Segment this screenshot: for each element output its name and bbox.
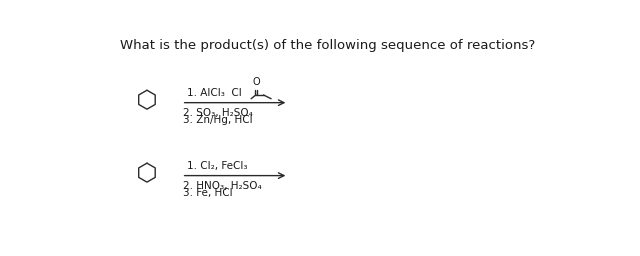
Text: 3. Zn/Hg, HCl: 3. Zn/Hg, HCl [183, 115, 253, 125]
Text: 3. Fe, HCl: 3. Fe, HCl [183, 188, 233, 198]
Text: 2. SO₃, H₂SO₄: 2. SO₃, H₂SO₄ [183, 108, 253, 118]
Text: 2. HNO₃, H₂SO₄: 2. HNO₃, H₂SO₄ [183, 180, 262, 190]
Text: O: O [252, 77, 260, 87]
Text: What is the product(s) of the following sequence of reactions?: What is the product(s) of the following … [120, 39, 536, 52]
Text: 1. AlCl₃  Cl: 1. AlCl₃ Cl [187, 88, 241, 98]
Text: 1. Cl₂, FeCl₃: 1. Cl₂, FeCl₃ [187, 161, 247, 171]
